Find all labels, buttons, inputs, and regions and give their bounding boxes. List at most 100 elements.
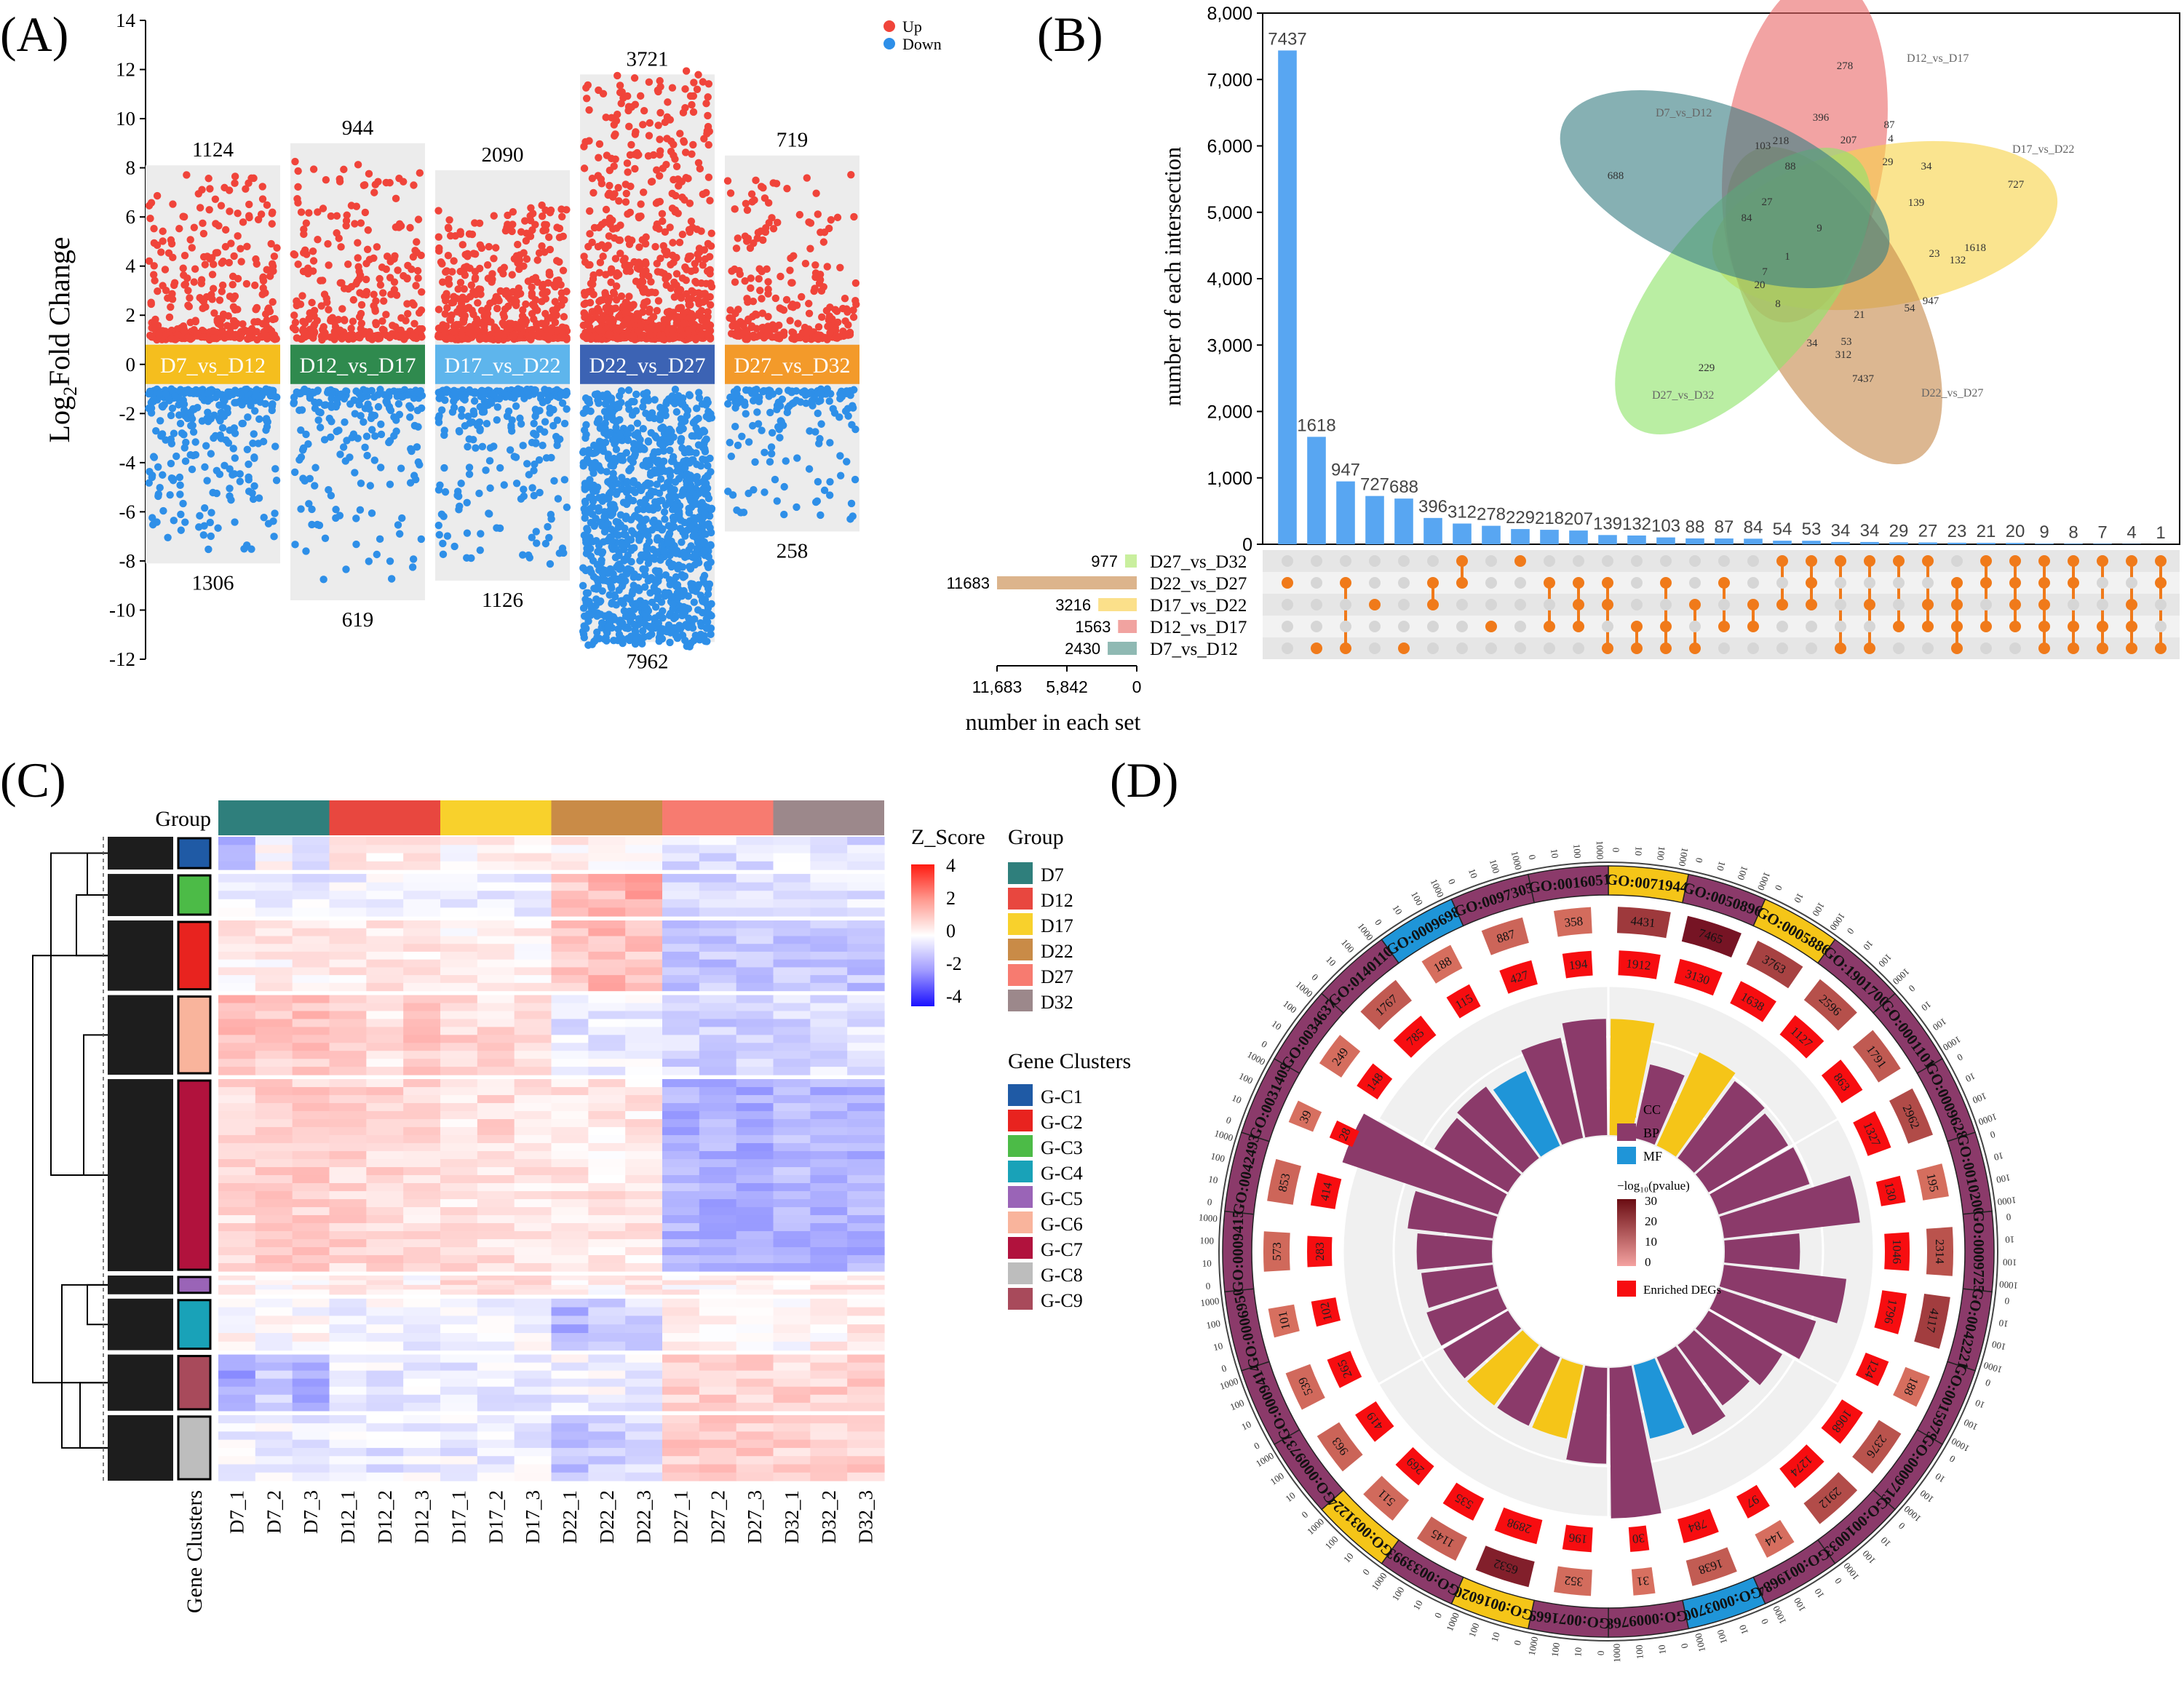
heatmap-cell <box>403 853 441 862</box>
up-point <box>844 321 852 329</box>
up-point <box>190 223 199 231</box>
heatmap-cell <box>440 1019 478 1027</box>
up-point <box>382 311 390 319</box>
heatmap-cell <box>588 920 626 929</box>
down-point <box>598 587 606 595</box>
up-point <box>582 84 590 92</box>
matrix-dot-on <box>2038 621 2050 632</box>
down-point <box>469 407 477 415</box>
heatmap-cell <box>403 995 441 1004</box>
heatmap-cell <box>514 944 552 952</box>
intersection-bar <box>1977 543 1996 544</box>
heatmap-cell <box>218 928 256 937</box>
heatmap-cell <box>477 853 515 862</box>
up-point <box>260 333 269 341</box>
down-point <box>607 461 615 469</box>
up-point <box>662 250 670 259</box>
down-point <box>459 394 467 402</box>
up-point <box>761 194 769 202</box>
up-point <box>167 303 175 311</box>
set-name-label: D7_vs_D12 <box>1150 640 1238 659</box>
heatmap-cell <box>292 861 330 870</box>
down-point <box>320 401 329 410</box>
down-point <box>541 539 550 548</box>
up-point <box>186 236 194 244</box>
down-point <box>250 430 258 438</box>
heatmap-cell <box>736 874 774 883</box>
up-point <box>170 279 179 287</box>
up-point <box>654 122 662 130</box>
heatmap-cell <box>440 861 478 870</box>
heatmap-cell <box>773 1003 811 1012</box>
up-point <box>503 223 511 231</box>
matrix-dot-on <box>1340 642 1351 654</box>
heatmap-cell <box>847 845 885 854</box>
down-point <box>581 434 589 442</box>
up-point <box>678 231 687 239</box>
matrix-dot-off <box>1980 642 1992 654</box>
down-point <box>685 391 694 399</box>
matrix-dot-on <box>1747 599 1759 610</box>
heatmap-cell <box>514 1003 552 1012</box>
up-point <box>686 252 695 260</box>
up-point <box>811 285 819 293</box>
down-point <box>263 423 271 431</box>
down-point <box>688 456 696 464</box>
heatmap-cell <box>551 874 589 883</box>
down-point <box>207 450 215 458</box>
down-point <box>346 453 354 461</box>
up-point <box>303 264 312 272</box>
up-point <box>772 180 781 188</box>
set-name-label: D17_vs_D22 <box>1150 596 1247 616</box>
down-point <box>650 516 658 525</box>
heatmap-cell <box>662 853 700 862</box>
up-point <box>266 307 274 316</box>
up-point <box>607 278 615 287</box>
down-point <box>480 397 488 405</box>
heatmap-cell <box>255 882 293 891</box>
down-point <box>748 421 757 430</box>
up-point <box>469 250 478 258</box>
down-point <box>199 531 207 539</box>
down-point <box>621 524 629 533</box>
heatmap-cell <box>810 959 848 968</box>
up-point <box>410 319 418 328</box>
y-tick-label: 8,000 <box>1207 4 1252 24</box>
down-point <box>530 491 538 500</box>
up-point <box>362 275 370 284</box>
up-point <box>689 92 698 100</box>
heatmap-cell <box>218 995 256 1004</box>
down-point <box>701 490 710 498</box>
matrix-dot-off <box>1514 621 1526 632</box>
up-point <box>817 228 825 236</box>
up-point <box>441 310 449 318</box>
down-point <box>624 386 633 394</box>
up-point <box>764 285 772 293</box>
heatmap-cell <box>292 920 330 929</box>
up-point <box>777 272 785 281</box>
heatmap-cell <box>329 1019 367 1027</box>
up-point <box>333 212 341 220</box>
down-point <box>210 434 218 442</box>
up-point <box>541 226 550 234</box>
down-point <box>406 413 414 421</box>
up-point <box>354 239 362 247</box>
up-point <box>651 242 659 251</box>
up-point <box>761 228 770 236</box>
up-point <box>731 205 739 213</box>
up-point <box>183 171 191 179</box>
up-point <box>595 140 604 148</box>
up-point <box>336 279 344 287</box>
intersection-value-label: 229 <box>1506 508 1535 528</box>
heatmap-cell <box>255 959 293 968</box>
matrix-dot-on <box>1660 577 1672 589</box>
up-point <box>637 200 645 208</box>
down-point <box>579 409 588 418</box>
down-point <box>249 495 258 504</box>
down-point <box>530 466 538 474</box>
matrix-dot-on <box>1544 621 1555 632</box>
up-point <box>488 278 496 286</box>
heatmap-cell <box>847 1011 885 1020</box>
heatmap-cell <box>662 1019 700 1027</box>
